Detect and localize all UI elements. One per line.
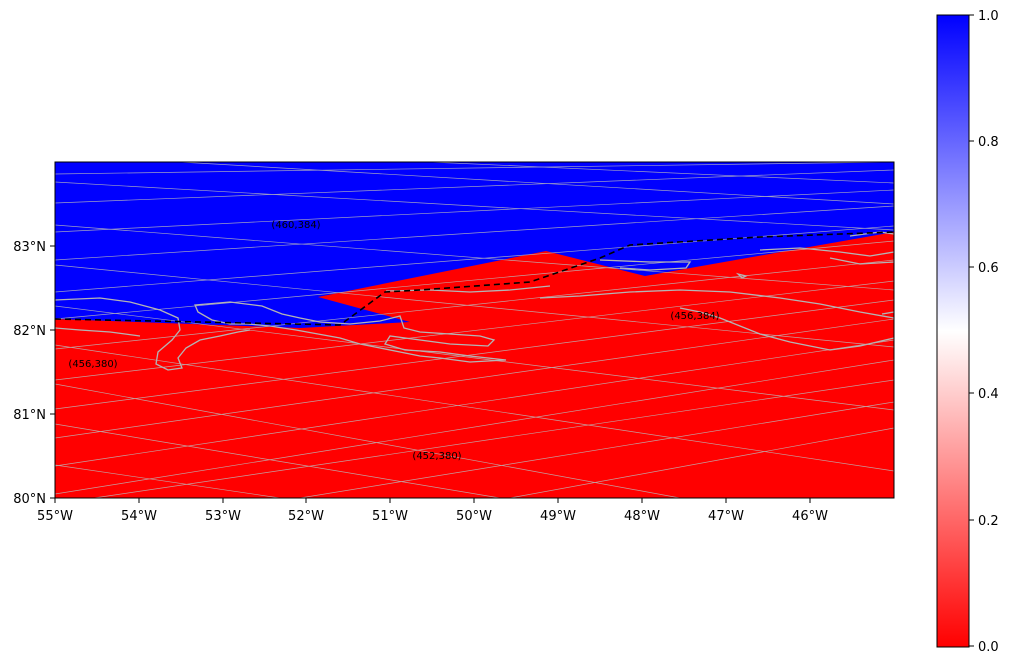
lon-tick-55w: 55°W: [37, 509, 73, 524]
colorbar-tick-3: 0.6: [978, 261, 999, 276]
lon-tick-52w: 52°W: [288, 509, 324, 524]
colorbar-tick-4: 0.8: [978, 135, 999, 150]
lon-tick-53w: 53°W: [205, 509, 241, 524]
colorbar-tick-5: 1.0: [978, 9, 999, 24]
lon-tick-49w: 49°W: [540, 509, 576, 524]
graticule: [55, 162, 894, 498]
lon-axis: 55°W 54°W 53°W 52°W 51°W 50°W 49°W 48°W …: [37, 498, 828, 524]
lon-tick-47w: 47°W: [708, 509, 744, 524]
cell-label-456-384: (456,384): [670, 311, 719, 322]
lat-tick-80: 80°N: [13, 492, 46, 507]
ocean-cell-region: [55, 162, 894, 328]
lat-tick-82: 82°N: [13, 324, 46, 339]
colorbar-tick-1: 0.2: [978, 514, 999, 529]
lat-tick-81: 81°N: [13, 408, 46, 423]
cell-boundary-line: [55, 231, 894, 326]
lon-tick-50w: 50°W: [456, 509, 492, 524]
cell-label-452-380: (452,380): [412, 451, 461, 462]
colorbar-gradient: [936, 14, 970, 648]
lon-tick-48w: 48°W: [624, 509, 660, 524]
lat-tick-83: 83°N: [13, 240, 46, 255]
map-panel: (460,384) (456,384) (456,380) (452,380): [55, 162, 894, 498]
colorbar-tick-0: 0.0: [978, 640, 999, 655]
colorbar-tick-2: 0.4: [978, 387, 999, 402]
cell-label-460-384: (460,384): [271, 220, 320, 231]
colorbar: 0.0 0.2 0.4 0.6 0.8 1.0: [936, 9, 999, 655]
lon-tick-51w: 51°W: [372, 509, 408, 524]
cell-label-456-380: (456,380): [68, 359, 117, 370]
lon-tick-54w: 54°W: [121, 509, 157, 524]
lon-tick-46w: 46°W: [792, 509, 828, 524]
lat-axis: 80°N 81°N 82°N 83°N: [13, 240, 55, 507]
